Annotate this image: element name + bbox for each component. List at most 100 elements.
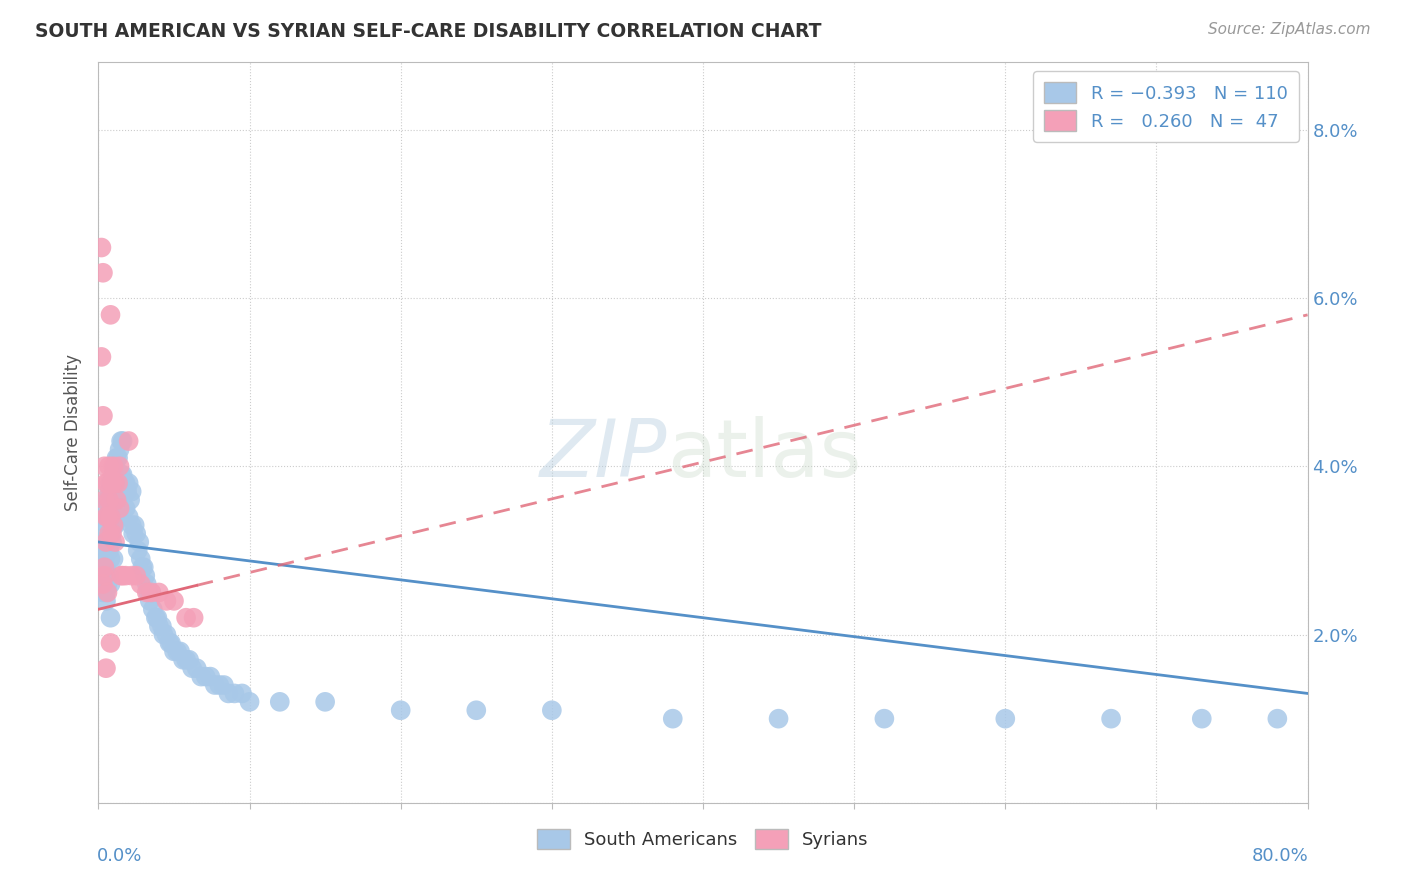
Point: [90, 240, 112, 255]
Point: [174, 653, 197, 667]
Point: [146, 610, 169, 624]
Point: [93, 459, 115, 474]
Point: [169, 644, 191, 658]
Point: [91, 543, 114, 558]
Point: [1099, 712, 1122, 726]
Point: [1191, 712, 1213, 726]
Point: [94, 560, 117, 574]
Point: [121, 568, 143, 582]
Point: [179, 653, 201, 667]
Point: [96, 509, 118, 524]
Point: [98, 484, 121, 499]
Point: [98, 459, 121, 474]
Point: [100, 636, 122, 650]
Text: 80.0%: 80.0%: [1251, 847, 1309, 865]
Point: [104, 535, 127, 549]
Point: [98, 568, 121, 582]
Text: Source: ZipAtlas.com: Source: ZipAtlas.com: [1208, 22, 1371, 37]
Point: [100, 610, 122, 624]
Point: [181, 661, 204, 675]
Point: [120, 492, 142, 507]
Point: [118, 476, 141, 491]
Point: [107, 509, 129, 524]
Point: [91, 568, 114, 582]
Point: [94, 661, 117, 675]
Point: [160, 636, 183, 650]
Point: [152, 627, 174, 641]
Point: [125, 568, 148, 582]
Point: [231, 686, 253, 700]
Point: [104, 484, 127, 499]
Point: [124, 518, 146, 533]
Point: [103, 518, 125, 533]
Point: [108, 501, 131, 516]
Point: [98, 509, 121, 524]
Point: [141, 585, 163, 599]
Point: [104, 459, 127, 474]
Point: [93, 577, 115, 591]
Point: [121, 484, 143, 499]
Point: [91, 266, 114, 280]
Point: [128, 535, 150, 549]
Point: [90, 350, 112, 364]
Point: [135, 585, 157, 599]
Point: [166, 644, 188, 658]
Point: [190, 670, 212, 684]
Point: [110, 434, 132, 448]
Point: [389, 703, 412, 717]
Point: [105, 450, 128, 465]
Point: [159, 636, 181, 650]
Point: [103, 467, 125, 482]
Point: [114, 476, 136, 491]
Point: [96, 492, 118, 507]
Point: [110, 568, 132, 582]
Point: [98, 526, 121, 541]
Point: [217, 686, 239, 700]
Point: [94, 585, 117, 599]
Point: [101, 501, 124, 516]
Point: [103, 518, 125, 533]
Point: [114, 501, 136, 516]
Point: [208, 678, 231, 692]
Point: [163, 594, 186, 608]
Legend: South Americans, Syrians: South Americans, Syrians: [530, 822, 876, 856]
Point: [204, 678, 226, 692]
Point: [148, 619, 170, 633]
Point: [96, 543, 118, 558]
Point: [155, 594, 177, 608]
Point: [94, 509, 117, 524]
Point: [135, 577, 157, 591]
Point: [129, 577, 152, 591]
Point: [269, 695, 291, 709]
Point: [98, 543, 121, 558]
Point: [93, 518, 115, 533]
Point: [100, 308, 122, 322]
Point: [129, 551, 152, 566]
Point: [111, 568, 134, 582]
Point: [101, 476, 124, 491]
Point: [110, 467, 132, 482]
Point: [103, 459, 125, 474]
Point: [93, 568, 115, 582]
Point: [145, 610, 167, 624]
Point: [91, 577, 114, 591]
Point: [540, 703, 562, 717]
Point: [212, 678, 235, 692]
Point: [150, 619, 173, 633]
Point: [112, 476, 135, 491]
Point: [107, 476, 129, 491]
Point: [108, 476, 131, 491]
Point: [111, 434, 134, 448]
Text: ZIP: ZIP: [540, 416, 666, 494]
Point: [873, 712, 896, 726]
Point: [111, 467, 134, 482]
Point: [94, 594, 117, 608]
Point: [91, 409, 114, 423]
Text: SOUTH AMERICAN VS SYRIAN SELF-CARE DISABILITY CORRELATION CHART: SOUTH AMERICAN VS SYRIAN SELF-CARE DISAB…: [35, 22, 821, 41]
Point: [100, 501, 122, 516]
Point: [136, 585, 159, 599]
Point: [104, 518, 127, 533]
Point: [91, 585, 114, 599]
Point: [100, 526, 122, 541]
Point: [186, 661, 208, 675]
